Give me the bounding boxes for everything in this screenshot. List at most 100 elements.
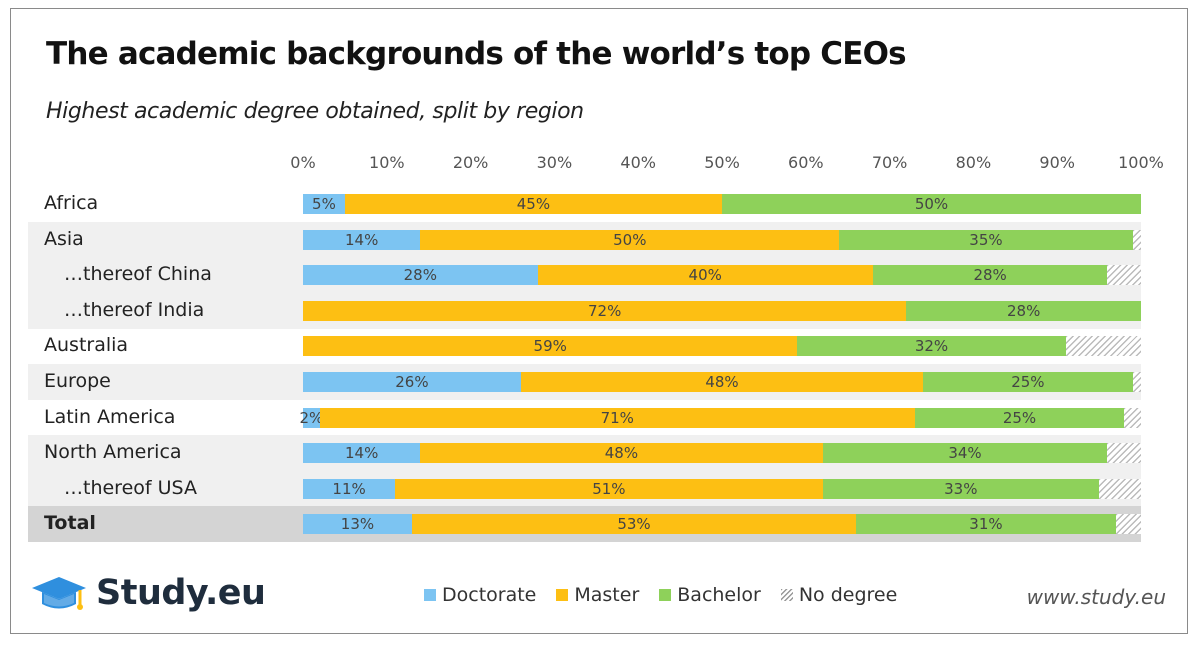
bar-segment-master: 48%: [420, 443, 823, 464]
legend-label-doctorate: Doctorate: [442, 584, 537, 606]
bar-segment-doctorate: 26%: [303, 372, 521, 392]
bar-segment-bachelor: 28%: [906, 300, 1141, 321]
category-label: Africa: [44, 192, 99, 214]
category-label: …thereof China: [64, 263, 212, 286]
bar-segment-no-degree: [1132, 229, 1141, 250]
data-label: 45%: [516, 195, 551, 213]
bar-segment-master: 51%: [395, 478, 823, 499]
x-tick-label: 60%: [788, 153, 824, 172]
x-tick-label: 20%: [452, 153, 489, 172]
x-tick-label: 100%: [1118, 153, 1164, 172]
data-label: 40%: [688, 266, 722, 285]
legend-item-bachelor: Bachelor: [659, 584, 761, 606]
data-label: 26%: [395, 373, 429, 391]
chart-title: The academic backgrounds of the world’s …: [46, 36, 907, 72]
x-tick-label: 10%: [369, 153, 405, 172]
bar-segment-doctorate: 14%: [303, 229, 421, 250]
legend-swatch-doctorate: [424, 589, 436, 601]
category-label: Asia: [44, 227, 84, 250]
bar-segment-no-degree: [1107, 443, 1141, 464]
data-label: 28%: [1007, 301, 1041, 320]
bar-segment-no-degree: [1115, 514, 1141, 535]
bar-segment-bachelor: 50%: [722, 194, 1141, 214]
bar-segment-bachelor: 25%: [914, 407, 1125, 428]
legend-label-bachelor: Bachelor: [677, 584, 761, 606]
bar-segment-bachelor: 28%: [872, 265, 1108, 286]
x-tick-label: 80%: [955, 153, 992, 172]
bar-segment-no-degree: [1099, 478, 1141, 499]
bar-segment-no-degree: [1132, 372, 1141, 392]
bar-segment-no-degree: [1065, 336, 1141, 357]
brand-logo: Study.eu: [30, 571, 266, 615]
legend-swatch-no-degree: [780, 589, 793, 601]
bar-segment-master: 59%: [303, 336, 798, 357]
data-label: 13%: [340, 515, 375, 534]
bar-segment-master: 53%: [411, 514, 857, 535]
bar-segment-bachelor: 35%: [839, 229, 1133, 250]
bar-segment-bachelor: 31%: [856, 514, 1116, 535]
bar-segment-doctorate: 2%: [299, 407, 323, 428]
legend-swatch-bachelor: [659, 589, 672, 601]
data-label: 32%: [914, 337, 949, 356]
data-label: 59%: [533, 337, 567, 356]
bar-segment-master: 72%: [303, 300, 907, 321]
data-label: 53%: [617, 515, 651, 534]
data-label: 51%: [592, 479, 626, 498]
bar-segment-master: 45%: [344, 194, 722, 214]
bar-segment-master: 48%: [520, 372, 924, 392]
data-label: 28%: [973, 266, 1007, 285]
legend-item-no-degree: No degree: [780, 584, 898, 606]
data-label: 48%: [604, 444, 639, 463]
data-label: 25%: [1002, 408, 1037, 427]
x-tick-label: 0%: [290, 153, 316, 172]
data-label: 14%: [344, 230, 379, 249]
data-label: 48%: [705, 373, 739, 391]
data-label: 35%: [969, 230, 1003, 249]
bar-segment-doctorate: 28%: [303, 265, 538, 286]
data-label: 11%: [332, 479, 366, 498]
bar-segment-no-degree: [1124, 407, 1141, 428]
data-label: 25%: [1011, 373, 1045, 391]
x-tick-label: 90%: [1039, 153, 1075, 172]
legend-swatch-master: [556, 589, 569, 601]
legend-label-master: Master: [574, 584, 640, 606]
data-label: 14%: [344, 444, 379, 463]
category-label: …thereof India: [64, 298, 205, 321]
data-label: 34%: [948, 444, 982, 463]
x-tick-label: 40%: [620, 153, 656, 172]
category-label: Australia: [44, 334, 129, 357]
data-label: 50%: [613, 230, 647, 249]
bar-segment-master: 40%: [537, 265, 873, 286]
category-label: …thereof USA: [64, 476, 197, 499]
chart-subtitle: Highest academic degree obtained, split …: [46, 99, 584, 124]
brand-name: Study.eu: [96, 573, 266, 613]
data-label: 50%: [914, 195, 949, 213]
data-label: 33%: [944, 479, 978, 498]
category-label: Europe: [44, 370, 111, 392]
data-label: 28%: [403, 266, 437, 285]
category-label: Total: [44, 512, 96, 535]
bar-segment-doctorate: 13%: [303, 514, 412, 535]
legend: Doctorate Master Bachelor No degree: [424, 584, 917, 606]
x-tick-label: 70%: [871, 153, 908, 172]
legend-item-master: Master: [556, 584, 639, 606]
data-label: 5%: [312, 195, 336, 213]
bar-segment-doctorate: 5%: [303, 194, 345, 214]
bar-segment-bachelor: 25%: [923, 372, 1133, 392]
bar-segment-master: 71%: [319, 407, 915, 428]
x-tick-label: 30%: [536, 153, 573, 172]
category-label: Latin America: [44, 405, 176, 428]
legend-item-doctorate: Doctorate: [424, 584, 536, 606]
bar-segment-bachelor: 34%: [822, 443, 1108, 464]
bar-segment-master: 50%: [420, 229, 840, 250]
data-label: 2%: [299, 408, 324, 427]
bar-segment-bachelor: 33%: [822, 478, 1100, 499]
bar-segment-bachelor: 32%: [797, 336, 1066, 357]
graduation-cap-icon: [32, 577, 86, 610]
bar-segment-doctorate: 14%: [303, 443, 421, 464]
source-url: www.study.eu: [1026, 585, 1166, 609]
data-label: 71%: [600, 408, 634, 427]
legend-label-no-degree: No degree: [798, 584, 898, 606]
x-tick-label: 50%: [704, 153, 740, 172]
data-label: 72%: [588, 301, 622, 320]
